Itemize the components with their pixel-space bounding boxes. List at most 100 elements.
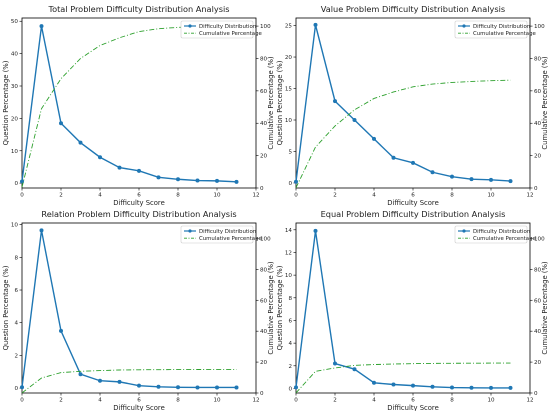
y2-tick-label: 20 (534, 360, 542, 366)
data-point (195, 385, 200, 390)
y2-tick-label: 100 (534, 24, 545, 30)
cumulative-line (295, 362, 511, 394)
data-point (352, 367, 357, 372)
y2-tick-label: 60 (534, 89, 542, 95)
legend-box (454, 20, 528, 39)
data-point (20, 385, 24, 390)
y-axis-label: Question Percentage (%) (276, 265, 284, 350)
y2-tick-label: 80 (260, 267, 268, 273)
x-tick-label: 4 (98, 398, 102, 404)
y-tick-label: 10 (285, 273, 293, 279)
x-tick-label: 10 (487, 193, 495, 199)
x-tick-label: 2 (333, 398, 337, 404)
cumulative-line (295, 79, 511, 188)
legend-marker (188, 229, 192, 233)
x-tick-label: 10 (487, 398, 495, 404)
y-tick-label: 40 (11, 52, 19, 58)
data-point (176, 177, 180, 182)
distribution-line (295, 24, 511, 182)
x-tick-label: 8 (176, 193, 180, 199)
data-point (469, 177, 474, 182)
x-tick-label: 12 (526, 398, 533, 404)
x-tick-label: 2 (333, 193, 337, 199)
x-tick-label: 12 (526, 193, 533, 199)
data-point (508, 385, 513, 390)
y2-tick-label: 40 (260, 121, 268, 127)
y-tick-label: 15 (285, 87, 293, 93)
chart-title: Value Problem Difficulty Distribution An… (321, 4, 505, 14)
plot-frame (295, 222, 531, 394)
data-point (215, 178, 219, 183)
x-tick-label: 10 (213, 398, 221, 404)
x-tick-label: 12 (252, 398, 259, 404)
legend-marker (188, 24, 192, 28)
y2-tick-label: 0 (534, 391, 538, 397)
cumulative-line (21, 25, 237, 188)
y2-tick-label: 80 (534, 267, 542, 273)
data-point (489, 177, 493, 182)
data-point (411, 160, 415, 165)
y-tick-label: 50 (11, 19, 19, 25)
y2-tick-label: 0 (260, 391, 264, 397)
y-tick-label: 4 (14, 321, 18, 327)
data-point (98, 155, 102, 160)
data-point (333, 99, 337, 104)
y2-tick-label: 100 (260, 236, 271, 242)
y-tick-label: 2 (14, 353, 18, 359)
y2-tick-label: 80 (534, 56, 542, 62)
chart-panel-2: Relation Problem Difficulty Distribution… (2, 209, 275, 412)
data-point (195, 178, 200, 183)
y2-tick-label: 80 (260, 56, 268, 62)
chart-title: Equal Problem Difficulty Distribution An… (321, 209, 506, 219)
legend-label: Difficulty Distribution (473, 24, 530, 30)
y-tick-label: 8 (14, 255, 18, 261)
legend-label: Cumulative Percentage (473, 236, 536, 242)
cumulative-line (21, 368, 237, 394)
legend-marker (462, 24, 466, 28)
data-point (137, 168, 141, 173)
chart-panel-0: Total Problem Difficulty Distribution An… (2, 4, 275, 207)
data-point (391, 155, 396, 160)
x-tick-label: 0 (294, 193, 298, 199)
x-tick-label: 2 (59, 398, 63, 404)
data-point (176, 385, 180, 390)
y-tick-label: 5 (288, 149, 292, 155)
data-point (156, 384, 161, 389)
data-point (78, 372, 83, 377)
x-tick-label: 4 (98, 193, 102, 199)
data-point (430, 384, 435, 389)
legend-box (454, 225, 528, 244)
data-point (294, 179, 298, 184)
x-tick-label: 8 (176, 398, 180, 404)
data-point (372, 136, 376, 141)
data-point (313, 228, 318, 233)
x-tick-label: 6 (411, 398, 415, 404)
data-point (391, 382, 396, 387)
y-tick-label: 10 (11, 223, 19, 229)
data-point (39, 228, 44, 233)
y-tick-label: 14 (285, 228, 293, 234)
data-point (234, 385, 239, 390)
data-point (294, 385, 298, 390)
y2-axis-label: Cumulative Percentage (%) (541, 56, 549, 149)
y-tick-label: 0 (288, 181, 292, 187)
data-point (234, 179, 239, 184)
x-tick-label: 8 (450, 398, 454, 404)
data-point (59, 121, 63, 126)
y-axis-label: Question Percentage (%) (2, 265, 10, 350)
data-point (117, 379, 122, 384)
data-point (450, 385, 454, 390)
y2-tick-label: 20 (534, 154, 542, 160)
y2-tick-label: 0 (534, 186, 538, 192)
x-tick-label: 8 (450, 193, 454, 199)
y-tick-label: 12 (285, 250, 292, 256)
y-axis-label: Question Percentage (%) (276, 60, 284, 145)
distribution-line (21, 25, 237, 183)
y-tick-label: 6 (288, 318, 292, 324)
chart-title: Relation Problem Difficulty Distribution… (41, 209, 236, 219)
data-point (352, 118, 357, 122)
data-point (156, 175, 161, 180)
y-tick-label: 0 (14, 181, 18, 187)
data-point (98, 378, 102, 383)
data-point (411, 383, 415, 388)
